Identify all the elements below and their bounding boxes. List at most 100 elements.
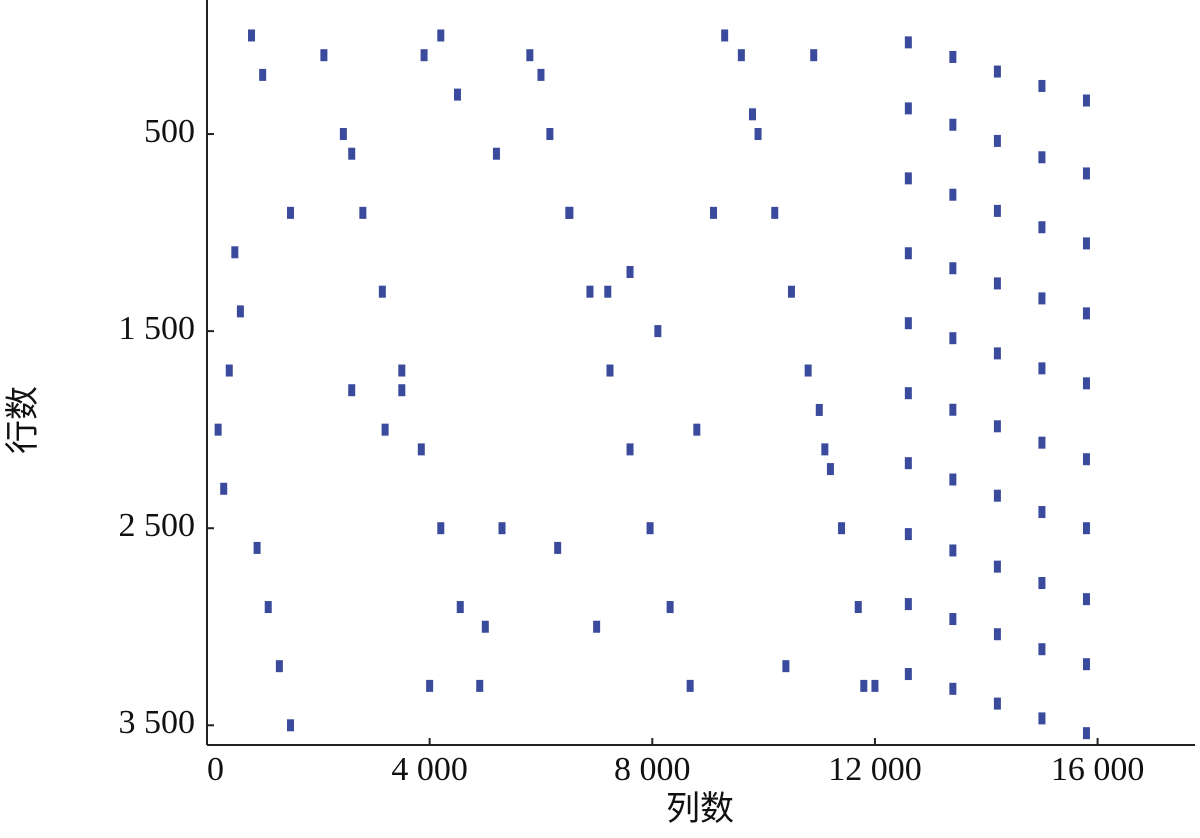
x-tick-label: 16 000 (1051, 751, 1145, 788)
point (815, 403, 823, 416)
point (826, 463, 834, 476)
point (993, 697, 1001, 710)
point (398, 384, 406, 397)
point (593, 620, 601, 633)
point (949, 188, 957, 201)
point (378, 285, 386, 298)
point (526, 49, 534, 62)
point (904, 317, 912, 330)
point (348, 384, 356, 397)
point (748, 108, 756, 121)
point (320, 49, 328, 62)
point (949, 473, 957, 486)
point (437, 522, 445, 535)
point (821, 443, 829, 456)
point (1082, 453, 1090, 466)
point (453, 88, 461, 101)
point (782, 660, 790, 673)
y-tick-label: 500 (144, 113, 195, 150)
point (220, 482, 228, 495)
point (993, 277, 1001, 290)
point (1038, 643, 1046, 656)
point (248, 29, 256, 42)
point (259, 68, 267, 81)
point (1038, 292, 1046, 305)
point (904, 668, 912, 681)
point (904, 598, 912, 611)
point (993, 420, 1001, 433)
point (1038, 576, 1046, 589)
point (838, 522, 846, 535)
point (626, 443, 634, 456)
point (626, 265, 634, 278)
point (1038, 79, 1046, 92)
point (949, 544, 957, 557)
point (481, 620, 489, 633)
point (1082, 522, 1090, 535)
point (904, 36, 912, 49)
point (456, 601, 464, 614)
point (1082, 377, 1090, 390)
point (286, 719, 294, 732)
point (339, 128, 347, 141)
point (476, 679, 484, 692)
point (426, 679, 434, 692)
point (666, 601, 674, 614)
point (904, 102, 912, 115)
point (1082, 727, 1090, 740)
point (1038, 362, 1046, 375)
point (1038, 151, 1046, 164)
point (359, 206, 367, 219)
y-tick-label: 1 500 (119, 310, 196, 347)
point (546, 128, 554, 141)
point (949, 262, 957, 275)
point (381, 423, 389, 436)
point (949, 50, 957, 63)
point (993, 489, 1001, 502)
point (586, 285, 594, 298)
point (646, 522, 654, 535)
point (417, 443, 425, 456)
point (420, 49, 428, 62)
x-tick-label: 8 000 (614, 751, 691, 788)
point (275, 660, 283, 673)
y-axis-label: 行数 (4, 386, 42, 454)
point (949, 403, 957, 416)
point (904, 528, 912, 541)
point (904, 247, 912, 260)
point (437, 29, 445, 42)
point (904, 387, 912, 400)
point (693, 423, 701, 436)
y-tick-label: 2 500 (119, 507, 196, 544)
x-tick-label: 0 (207, 751, 224, 788)
x-axis-label: 列数 (666, 790, 734, 828)
point (771, 206, 779, 219)
x-tick-label: 12 000 (828, 751, 922, 788)
point (949, 332, 957, 345)
point (1082, 593, 1090, 606)
point (1038, 221, 1046, 234)
point (1082, 237, 1090, 250)
point (1082, 167, 1090, 180)
point (1082, 658, 1090, 671)
point (236, 305, 244, 318)
point (348, 147, 356, 160)
point (754, 128, 762, 141)
point (1038, 712, 1046, 725)
point (606, 364, 614, 377)
point (264, 601, 272, 614)
point (253, 541, 261, 554)
point (554, 541, 562, 554)
point (231, 246, 239, 259)
point (654, 325, 662, 338)
point (993, 628, 1001, 641)
y-tick-label: 3 500 (119, 704, 196, 741)
point (993, 65, 1001, 78)
point (871, 679, 879, 692)
point (225, 364, 233, 377)
point (686, 679, 694, 692)
point (949, 613, 957, 626)
point (860, 679, 868, 692)
